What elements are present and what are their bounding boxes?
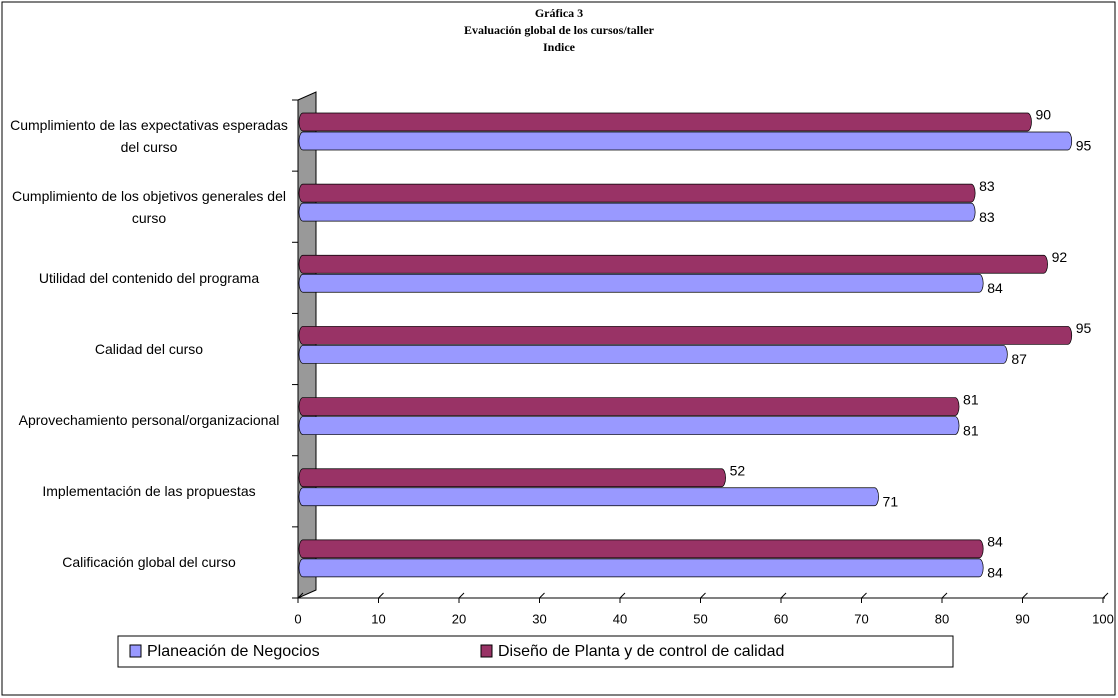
legend-label: Diseño de Planta y de control de calidad [498,643,784,660]
y-tick-label: Utilidad del contenido del programa [38,269,260,286]
x-tick-label: 60 [774,611,788,626]
value-label: 90 [1036,107,1052,123]
value-label: 83 [979,209,995,225]
value-label: 95 [1076,320,1092,336]
value-label: 71 [883,493,899,509]
value-label: 84 [987,534,1003,550]
x-tick-label: 0 [294,611,301,626]
value-label: 87 [1011,351,1027,367]
x-floor-line [539,592,545,599]
bar [298,112,1032,132]
x-tick-label: 40 [613,611,627,626]
bar [298,345,1008,364]
legend-label: Planeación de Negocios [147,643,320,660]
y-tick-label: Cumplimiento de los objetivos generales … [12,187,286,226]
bar [298,397,960,416]
x-tick-label: 20 [452,611,466,626]
value-label: 81 [963,391,979,407]
bar [298,558,984,578]
bar [298,416,960,435]
x-tick-label: 50 [693,611,707,626]
bar [298,468,726,488]
chart-title: Evaluación global de los cursos/taller [464,23,655,37]
value-label: 52 [730,462,746,478]
value-label: 84 [987,565,1003,581]
value-label: 84 [987,280,1003,296]
y-tick-label: Calidad del curso [94,341,204,357]
value-label: 92 [1052,249,1068,265]
x-floor-line [780,592,787,599]
bar [298,131,1073,151]
x-tick-label: 70 [854,611,868,626]
chart-title: Gráfica 3 [535,6,583,20]
x-floor-line [1022,592,1028,599]
x-tick-label: 80 [935,611,949,626]
wall [297,91,317,599]
bar [298,326,1073,345]
x-floor-line [700,592,706,599]
legend-swatch [480,644,493,658]
x-floor-line [941,592,948,599]
bar [298,273,984,293]
x-floor-line [378,592,384,599]
x-floor-line [297,592,304,599]
bar [298,254,1048,274]
legend-swatch [129,644,142,658]
y-tick-label: Calificación global del curso [62,554,236,571]
y-tick-label: Cumplimiento de las expectativas esperad… [10,116,288,155]
x-floor-line [861,592,867,599]
value-label: 83 [979,178,995,194]
value-label: 81 [963,422,979,438]
x-floor-line [1102,592,1109,599]
bar [298,539,984,559]
x-tick-label: 10 [371,611,385,626]
y-tick-label: Aprovechamiento personal/organizacional [18,412,280,429]
legend-box [117,635,954,668]
bar [298,487,879,507]
x-tick-label: 100 [1092,611,1114,626]
y-tick-label: Implementación de las propuestas [42,483,256,500]
x-floor-line [458,592,465,599]
bar [298,183,976,203]
x-tick-label: 90 [1015,611,1029,626]
bar [298,202,976,222]
chart-title: Indice [543,40,576,54]
x-floor-line [619,592,626,599]
value-label: 95 [1076,138,1092,154]
x-tick-label: 30 [532,611,546,626]
